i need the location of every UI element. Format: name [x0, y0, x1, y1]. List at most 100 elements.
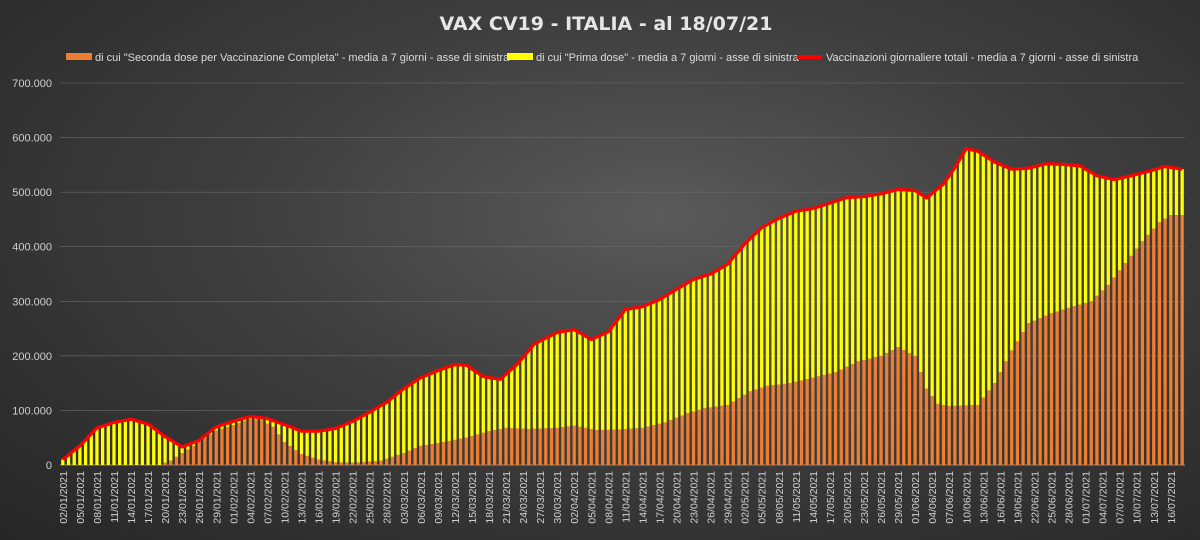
bar-seconda-dose [345, 462, 349, 465]
bar-prima-dose [299, 431, 304, 455]
bar-seconda-dose [799, 380, 804, 465]
bar-seconda-dose [191, 445, 196, 465]
x-tick-label: 27/03/2021 [535, 471, 547, 524]
bar-seconda-dose [833, 372, 838, 465]
bar-seconda-dose [1083, 302, 1088, 465]
x-tick-label: 02/04/2021 [569, 471, 581, 524]
bar-seconda-dose [294, 450, 298, 465]
bar-prima-dose [896, 189, 900, 348]
bar-seconda-dose [1157, 222, 1162, 465]
bar-seconda-dose [1078, 304, 1082, 465]
bar-seconda-dose [510, 428, 514, 465]
bar-prima-dose [146, 424, 150, 465]
bar-seconda-dose [1089, 301, 1093, 465]
bar-prima-dose [845, 197, 849, 367]
bar-prima-dose [458, 364, 463, 439]
bar-seconda-dose [953, 405, 957, 465]
bar-seconda-dose [174, 456, 179, 465]
x-tick-label: 03/03/2021 [399, 471, 411, 524]
bar-prima-dose [856, 196, 860, 362]
bar-seconda-dose [504, 427, 508, 465]
bar-seconda-dose [930, 396, 934, 465]
bar-prima-dose [123, 420, 127, 465]
bar-prima-dose [339, 426, 343, 463]
bar-seconda-dose [816, 376, 821, 465]
bar-seconda-dose [447, 440, 451, 465]
bar-prima-dose [703, 275, 707, 409]
x-tick-label: 28/02/2021 [382, 471, 394, 524]
x-tick-label: 15/03/2021 [467, 471, 479, 524]
x-tick-label: 23/04/2021 [689, 471, 701, 524]
y-tick-label: 700.000 [12, 78, 52, 90]
bar-seconda-dose [936, 403, 940, 465]
bar-prima-dose [61, 459, 65, 465]
bar-seconda-dose [385, 458, 389, 465]
bar-prima-dose [89, 433, 93, 465]
x-tick-label: 29/05/2021 [893, 471, 905, 524]
bar-seconda-dose [413, 448, 417, 465]
bar-prima-dose [998, 164, 1002, 373]
bar-prima-dose [333, 428, 338, 463]
bar-prima-dose [1140, 172, 1145, 242]
bar-prima-dose [606, 331, 610, 430]
bar-prima-dose [993, 162, 997, 384]
bar-prima-dose [663, 296, 667, 423]
legend: di cui "Seconda dose per Vaccinazione Co… [66, 52, 1139, 64]
bar-seconda-dose [782, 383, 787, 465]
bar-prima-dose [464, 365, 468, 438]
bar-seconda-dose [703, 408, 707, 465]
bar-seconda-dose [640, 427, 645, 465]
bar-prima-dose [174, 443, 179, 457]
x-tick-label: 29/01/2021 [211, 471, 223, 524]
bar-seconda-dose [987, 390, 991, 465]
bar-prima-dose [385, 402, 389, 459]
bar-seconda-dose [885, 352, 889, 465]
x-tick-label: 17/05/2021 [825, 471, 837, 524]
bar-prima-dose [470, 368, 474, 437]
bar-prima-dose [1100, 177, 1105, 291]
bar-seconda-dose [623, 429, 627, 465]
bar-prima-dose [714, 270, 718, 407]
bar-prima-dose [515, 364, 520, 429]
x-tick-label: 01/06/2021 [910, 471, 922, 524]
bar-prima-dose [1078, 165, 1082, 305]
bar-prima-dose [930, 193, 934, 397]
x-tick-label: 07/02/2021 [262, 471, 274, 524]
bar-seconda-dose [544, 428, 548, 465]
bar-prima-dose [839, 199, 843, 370]
bar-prima-dose [669, 292, 673, 421]
bar-prima-dose [379, 405, 383, 461]
bar-seconda-dose [583, 427, 588, 465]
bar-prima-dose [731, 257, 735, 402]
bar-seconda-dose [163, 462, 167, 465]
bar-prima-dose [1095, 175, 1099, 296]
bar-seconda-dose [845, 366, 849, 465]
bar-seconda-dose [589, 428, 593, 465]
x-tick-label: 14/04/2021 [637, 471, 649, 524]
x-tick-label: 21/03/2021 [501, 471, 513, 524]
bar-seconda-dose [441, 442, 446, 465]
bar-prima-dose [646, 304, 650, 427]
bar-seconda-dose [254, 419, 258, 465]
bar-seconda-dose [578, 426, 582, 465]
bar-prima-dose [1174, 168, 1179, 216]
y-tick-label: 0 [46, 460, 52, 472]
bar-prima-dose [504, 374, 508, 428]
bar-seconda-dose [1049, 313, 1054, 465]
bar-prima-dose [288, 426, 292, 447]
bar-prima-dose [186, 444, 190, 450]
x-tick-label: 06/03/2021 [416, 471, 428, 524]
bar-seconda-dose [612, 429, 616, 465]
x-tick-label: 26/05/2021 [876, 471, 888, 524]
x-tick-label: 23/05/2021 [859, 471, 871, 524]
bar-prima-dose [708, 274, 713, 408]
x-tick-label: 16/02/2021 [314, 471, 326, 524]
bar-seconda-dose [760, 387, 764, 465]
x-tick-label: 17/01/2021 [143, 471, 155, 524]
bar-seconda-dose [419, 445, 423, 465]
bar-prima-dose [600, 334, 605, 430]
x-tick-label: 02/05/2021 [740, 471, 752, 524]
line-series [61, 146, 1183, 461]
x-tick-label: 09/03/2021 [433, 471, 445, 524]
legend-label-seconda-dose: di cui "Seconda dose per Vaccinazione Co… [95, 52, 510, 64]
